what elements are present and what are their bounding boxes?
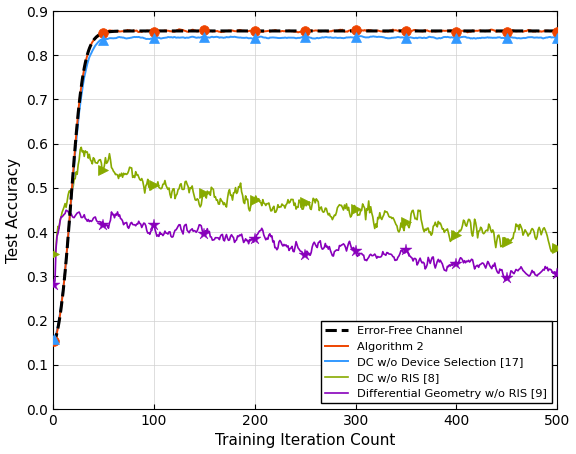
Algorithm 2 [464,30,471,35]
Legend: Error-Free Channel, Algorithm 2, DC w/o Device Selection [17], DC w/o RIS [8], D: Error-Free Channel, Algorithm 2, DC w/o … [321,321,552,403]
Algorithm 2 [543,28,550,33]
Algorithm 2 [554,29,561,34]
Line: DC w/o RIS [8]: DC w/o RIS [8] [54,147,558,254]
Differential Geometry w/o RIS [9] [51,282,58,288]
Differential Geometry w/o RIS [9] [324,243,331,249]
Line: Differential Geometry w/o RIS [9]: Differential Geometry w/o RIS [9] [54,210,558,285]
DC w/o Device Selection [17] [357,34,364,39]
Algorithm 2 [351,28,358,33]
Differential Geometry w/o RIS [9] [294,242,301,247]
DC w/o RIS [8] [51,252,58,257]
DC w/o Device Selection [17] [293,35,300,41]
Y-axis label: Test Accuracy: Test Accuracy [6,158,21,262]
Error-Free Channel [543,28,550,34]
DC w/o RIS [8] [543,230,550,235]
DC w/o Device Selection [17] [290,35,297,40]
Error-Free Channel [51,341,58,347]
Differential Geometry w/o RIS [9] [63,207,70,213]
Error-Free Channel [290,28,297,34]
DC w/o RIS [8] [294,204,301,210]
Differential Geometry w/o RIS [9] [554,271,561,277]
DC w/o Device Selection [17] [464,35,471,40]
Differential Geometry w/o RIS [9] [291,249,298,254]
Algorithm 2 [51,339,58,344]
Line: Error-Free Channel: Error-Free Channel [54,31,558,344]
Line: Algorithm 2: Algorithm 2 [54,29,558,341]
DC w/o RIS [8] [351,203,358,208]
Error-Free Channel [351,28,358,34]
Error-Free Channel [464,28,471,34]
DC w/o Device Selection [17] [350,35,357,40]
DC w/o RIS [8] [464,220,471,225]
X-axis label: Training Iteration Count: Training Iteration Count [215,434,395,449]
DC w/o RIS [8] [291,202,298,208]
Error-Free Channel [300,28,306,34]
Differential Geometry w/o RIS [9] [464,259,471,264]
DC w/o Device Selection [17] [543,35,550,40]
Algorithm 2 [176,26,183,32]
DC w/o Device Selection [17] [51,337,58,342]
Error-Free Channel [293,28,300,34]
Differential Geometry w/o RIS [9] [351,247,358,252]
DC w/o Device Selection [17] [554,35,561,40]
DC w/o RIS [8] [78,144,85,150]
Algorithm 2 [324,29,331,34]
DC w/o Device Selection [17] [323,35,330,40]
Algorithm 2 [294,29,301,35]
Line: DC w/o Device Selection [17]: DC w/o Device Selection [17] [54,36,558,340]
Algorithm 2 [291,29,298,35]
DC w/o RIS [8] [554,245,561,250]
Error-Free Channel [554,28,561,34]
DC w/o RIS [8] [324,210,331,215]
Error-Free Channel [324,28,331,34]
Differential Geometry w/o RIS [9] [543,266,550,271]
